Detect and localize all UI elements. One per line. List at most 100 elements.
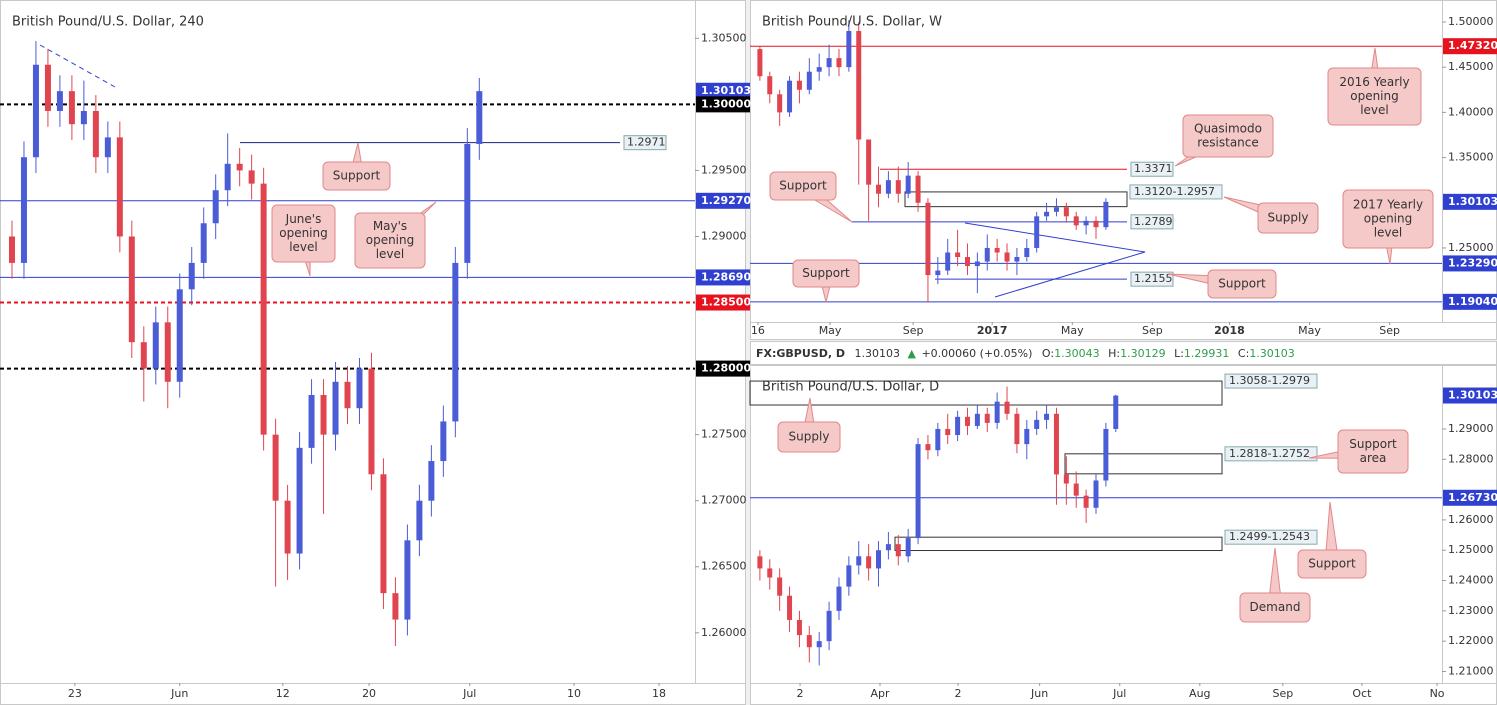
y-tick-label: 1.24000 xyxy=(1448,574,1494,587)
candle-body xyxy=(320,395,327,435)
callout-box xyxy=(1337,429,1409,474)
candle-body xyxy=(1004,401,1010,414)
callout-box xyxy=(322,161,391,191)
y-tick-label: 1.25000 xyxy=(1448,241,1494,254)
candle-body xyxy=(964,257,970,267)
candle-body xyxy=(856,556,862,566)
x-tick-label: Jun xyxy=(170,687,188,700)
x-tick-label: Jul xyxy=(1112,687,1126,700)
candle-body xyxy=(1014,413,1020,445)
candle-body xyxy=(8,236,15,263)
candle-body xyxy=(777,94,783,113)
x-tick-label: 18 xyxy=(652,687,666,700)
candle-body xyxy=(212,190,219,224)
candle-body xyxy=(767,568,773,578)
price-tag-label: 1.28500 xyxy=(701,296,751,309)
chart-title: British Pound/U.S. Dollar, 240 xyxy=(12,15,204,30)
candle-body xyxy=(836,58,842,68)
candle-body xyxy=(296,447,303,554)
ohlc-key: H: xyxy=(1108,347,1120,360)
ohlc-value: 1.30103 xyxy=(1249,347,1295,360)
candle-body xyxy=(846,565,852,587)
callout-text: Support xyxy=(333,169,381,183)
price-tag xyxy=(696,192,750,209)
price-tag-label: 1.30103 xyxy=(1448,389,1497,402)
candle-body xyxy=(260,183,267,435)
level-label-box xyxy=(1130,214,1174,230)
candle-body xyxy=(816,641,822,648)
candle-body xyxy=(92,110,99,158)
callout-text: May's xyxy=(373,219,407,233)
callout-box xyxy=(792,259,860,288)
candle-body xyxy=(272,434,279,501)
candle-body xyxy=(308,395,315,448)
candle-body xyxy=(1113,395,1119,429)
price-tag-label: 1.29270 xyxy=(701,194,751,207)
zone-label-box xyxy=(1224,373,1318,389)
candle-body xyxy=(236,163,243,171)
price-tag-label: 1.30103 xyxy=(701,84,751,97)
candle-body xyxy=(104,137,111,158)
candle-body xyxy=(796,80,802,90)
candle-body xyxy=(876,550,882,569)
candle-body xyxy=(994,401,1000,423)
price-tag xyxy=(1443,255,1497,272)
candle-body xyxy=(404,540,411,620)
candle-body xyxy=(248,170,255,184)
candle-body xyxy=(380,474,387,594)
candle-body xyxy=(964,416,970,426)
candle-body xyxy=(935,428,941,451)
zone-label: 1.2818-1.2752 xyxy=(1229,447,1310,460)
callout-text: Support xyxy=(1349,437,1397,451)
candle-body xyxy=(20,157,27,263)
zone-label-box xyxy=(1129,184,1223,200)
candle-body xyxy=(925,202,931,276)
zone xyxy=(749,380,1223,406)
candle-body xyxy=(767,76,773,95)
callout-box xyxy=(1182,114,1274,158)
y-tick-label: 1.35000 xyxy=(1448,151,1494,164)
callout-text: opening xyxy=(366,233,415,247)
chart-title: British Pound/U.S. Dollar, W xyxy=(762,15,942,30)
price-tag-label: 1.30103 xyxy=(1448,195,1497,208)
price-tag xyxy=(1443,489,1497,506)
ohlc-key: C: xyxy=(1238,347,1249,360)
callout-text: Quasimodo xyxy=(1194,122,1262,136)
callout-box xyxy=(769,171,837,201)
level-label: 1.2155 xyxy=(1134,272,1173,285)
price-tag xyxy=(696,82,750,99)
y-tick-label: 1.40000 xyxy=(1448,105,1494,118)
callout-text: Support xyxy=(779,179,827,193)
callout-text: level xyxy=(1374,226,1403,240)
candle-body xyxy=(1093,220,1099,228)
candle-body xyxy=(1034,216,1040,248)
callout-box xyxy=(1327,67,1422,126)
y-tick-label: 1.25000 xyxy=(1448,543,1494,556)
zone-label: 1.2499-1.2543 xyxy=(1229,530,1310,543)
zone-label-box xyxy=(1224,529,1318,545)
candle-body xyxy=(796,619,802,636)
callout-text: level xyxy=(1360,103,1389,117)
x-tick-label: 10 xyxy=(567,687,581,700)
price-tag xyxy=(1443,193,1497,210)
callout-box xyxy=(1239,592,1311,623)
callout-text: level xyxy=(376,247,405,261)
panel-weekly xyxy=(750,0,1497,340)
panel-daily xyxy=(750,365,1497,705)
level-label-box xyxy=(1130,161,1174,177)
candle-body xyxy=(895,544,901,557)
callout-box xyxy=(1342,189,1434,249)
x-tick-label: 2017 xyxy=(977,324,1008,337)
y-tick-label: 1.22000 xyxy=(1448,634,1494,647)
candle-body xyxy=(152,322,159,369)
candle-body xyxy=(806,71,812,90)
callout-text: June's xyxy=(285,212,322,226)
candle-body xyxy=(935,270,941,276)
callout-box xyxy=(354,212,426,269)
price-tag xyxy=(696,360,750,377)
panel-240 xyxy=(0,0,746,705)
candle-body xyxy=(826,610,832,642)
callout-text: area xyxy=(1360,451,1387,465)
callout-text: opening xyxy=(1364,212,1413,226)
candle-body xyxy=(984,413,990,423)
